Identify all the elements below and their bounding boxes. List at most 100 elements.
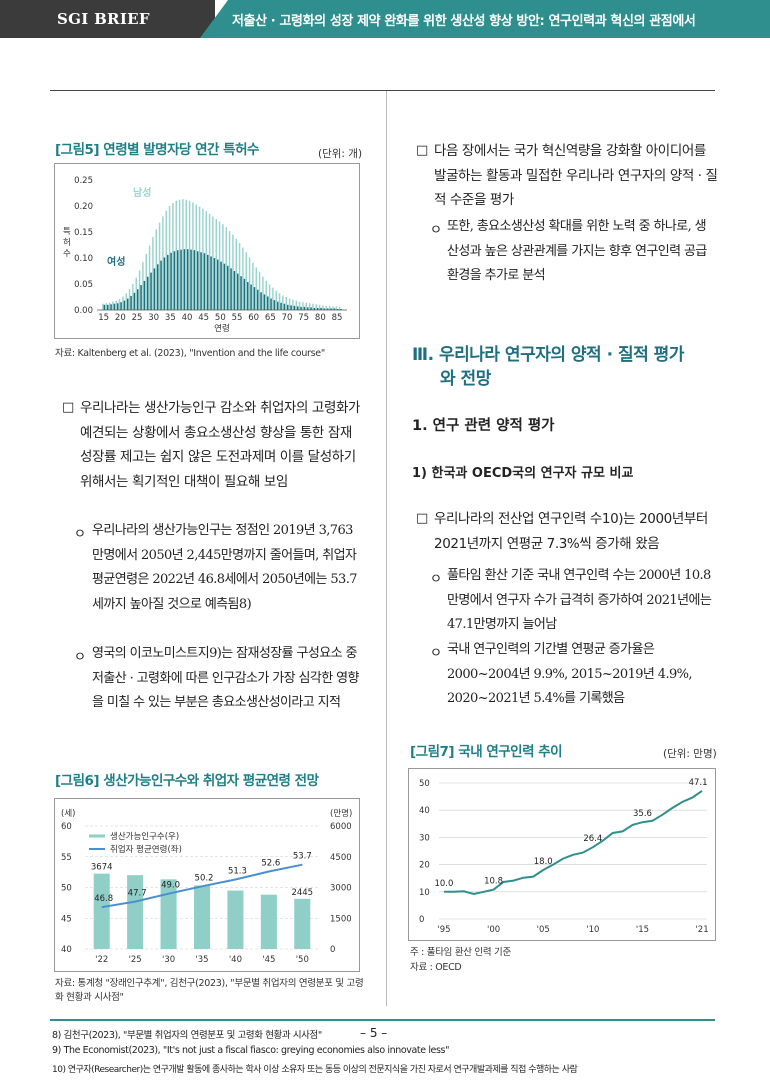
fig5-bar [265,280,267,310]
fig6-source: 자료: 통계청 "장래인구추계", 김천구(2023), "부문별 취업자의 연… [55,978,364,1003]
fig5-bar [160,260,162,310]
fig6-xtick: '50 [296,955,309,965]
fig7-data-label: 10.8 [484,877,503,887]
fig7-xtick: '21 [695,925,708,935]
fig5-bar [180,249,182,310]
fig5-bar [268,284,271,310]
fig5-bar [138,270,141,310]
fig5-bar [255,267,257,310]
fig5-bar [188,200,191,310]
fig5-bar [330,308,332,310]
fig5-bar [295,300,297,310]
fig5-bar [272,287,274,310]
fig5-bar [280,302,282,310]
fig6-xtick: '25 [129,955,142,965]
fig5-bar [247,281,249,310]
fig5-bar [307,307,309,310]
section-heading-line2: 와 전망 [440,369,491,389]
fig5-bar [208,213,211,310]
fig5-bar [232,234,234,310]
fig5-bar [145,253,147,310]
fig5-bar [300,306,302,310]
right-paragraph-1: 다음 장에서는 국가 혁신역량을 강화할 아이디어를 발굴하는 활동과 밀접한 … [434,143,718,208]
fig5-bar [165,210,167,310]
fig5-bar [157,264,159,310]
fig5-bar [155,229,157,310]
fig6-right-axis-label: (만명) [330,808,352,819]
fig6-line-label: 53.7 [293,852,312,862]
fig7-title: [그림7] 국내 연구인력 추이 [410,744,563,760]
fig7-chart: 0 10 20 30 40 50 '95 '00 '05 '10 '15 '21 10.0 10.8 18.… [408,768,716,941]
fig5-series-label-male: 남성 [133,186,151,199]
fig6-right-tick: 4500 [330,853,352,863]
fig5-bar [173,251,176,310]
p1-marker: □ [62,400,75,415]
fig5-xtick: 70 [282,313,293,323]
fig6-legend-bar: 생산가능인구수(우) [110,831,179,842]
fig5-xtick: 55 [232,313,243,323]
fig5-bar [153,268,156,310]
fig5-ytick: 0.00 [74,306,93,316]
fig7-ytick: 30 [419,833,430,843]
fig5-source: 자료: Kaltenberg et al. (2023), "Invention… [55,348,325,359]
page-number: – 5 – [360,1026,388,1040]
fig5-bar [150,272,152,310]
fig5-xtick: 30 [148,313,159,323]
fig5-xtick: 40 [182,313,193,323]
fig5-bar [240,276,242,310]
fig5-bar [243,278,246,310]
fig5-bar [325,305,327,310]
fig6-line-label: 47.7 [128,889,147,899]
fig5-xtick: 15 [98,313,109,323]
header-title-band [200,0,770,38]
fig7-xtick: '00 [487,925,500,935]
fig6-line-label: 50.2 [195,873,214,883]
right-p1-marker: □ [416,143,429,158]
fig6-bar [127,875,144,949]
fig5-bar [207,254,209,310]
fig6-bar [160,879,177,949]
fig5-bar [327,308,329,310]
fig7-ytick: 40 [419,806,430,816]
fig5-ylabel-char: 허 [63,238,71,248]
fig7-line [444,790,703,896]
right-sub-3: 국내 연구인력의 기간별 연평균 증가율은 2000~2004년 9.9%, 2… [447,642,693,706]
fig6-left-tick: 55 [61,853,72,863]
sub-subsection-heading: 1) 한국과 OECD국의 연구자 규모 비교 [412,466,634,481]
fig5-bar [332,306,334,310]
fig5-bar [298,301,301,310]
left-sub-1: 우리나라의 생산가능인구는 정점인 2019년 3,763만명에서 2050년 … [92,523,358,612]
fig5-bar [140,285,142,310]
fig5-bar [182,199,184,310]
fig5-xtick: 85 [332,313,343,323]
fig5-bar [198,206,201,310]
fig5-bar [213,258,216,310]
fig6-xtick: '22 [95,955,108,965]
fig5-bar [222,224,224,310]
fig7-data-label: 35.6 [633,809,652,819]
fig5-bar [235,238,237,310]
fig5-bar [290,305,292,310]
fig5-bar [132,284,134,310]
fig5-bar [230,268,232,310]
right-p2-marker: □ [416,511,429,526]
fig5-bar [205,211,207,310]
fig6-right-tick: 1500 [330,914,352,924]
fig5-bar [108,302,111,310]
sub-marker-1: ㅇ [74,527,86,542]
fig5-bar [212,216,214,310]
fig5-bar [112,301,114,310]
fig5-bar [183,249,186,310]
fig5-bar [292,299,294,310]
fig7-data-label: 10.0 [434,879,453,889]
fig6-right-tick: 0 [330,945,335,955]
fig7-unit: (단위: 만명) [663,748,717,760]
fig5-bar [228,230,231,310]
fig5-bar [322,305,324,310]
fig5-bar [315,304,317,310]
fig6-xtick: '45 [262,955,275,965]
fig7-source: 자료 : OECD [410,962,462,973]
fig5-bar [328,305,331,310]
fig7-data-label: 26.4 [583,834,602,844]
fig5-bar [127,298,129,310]
